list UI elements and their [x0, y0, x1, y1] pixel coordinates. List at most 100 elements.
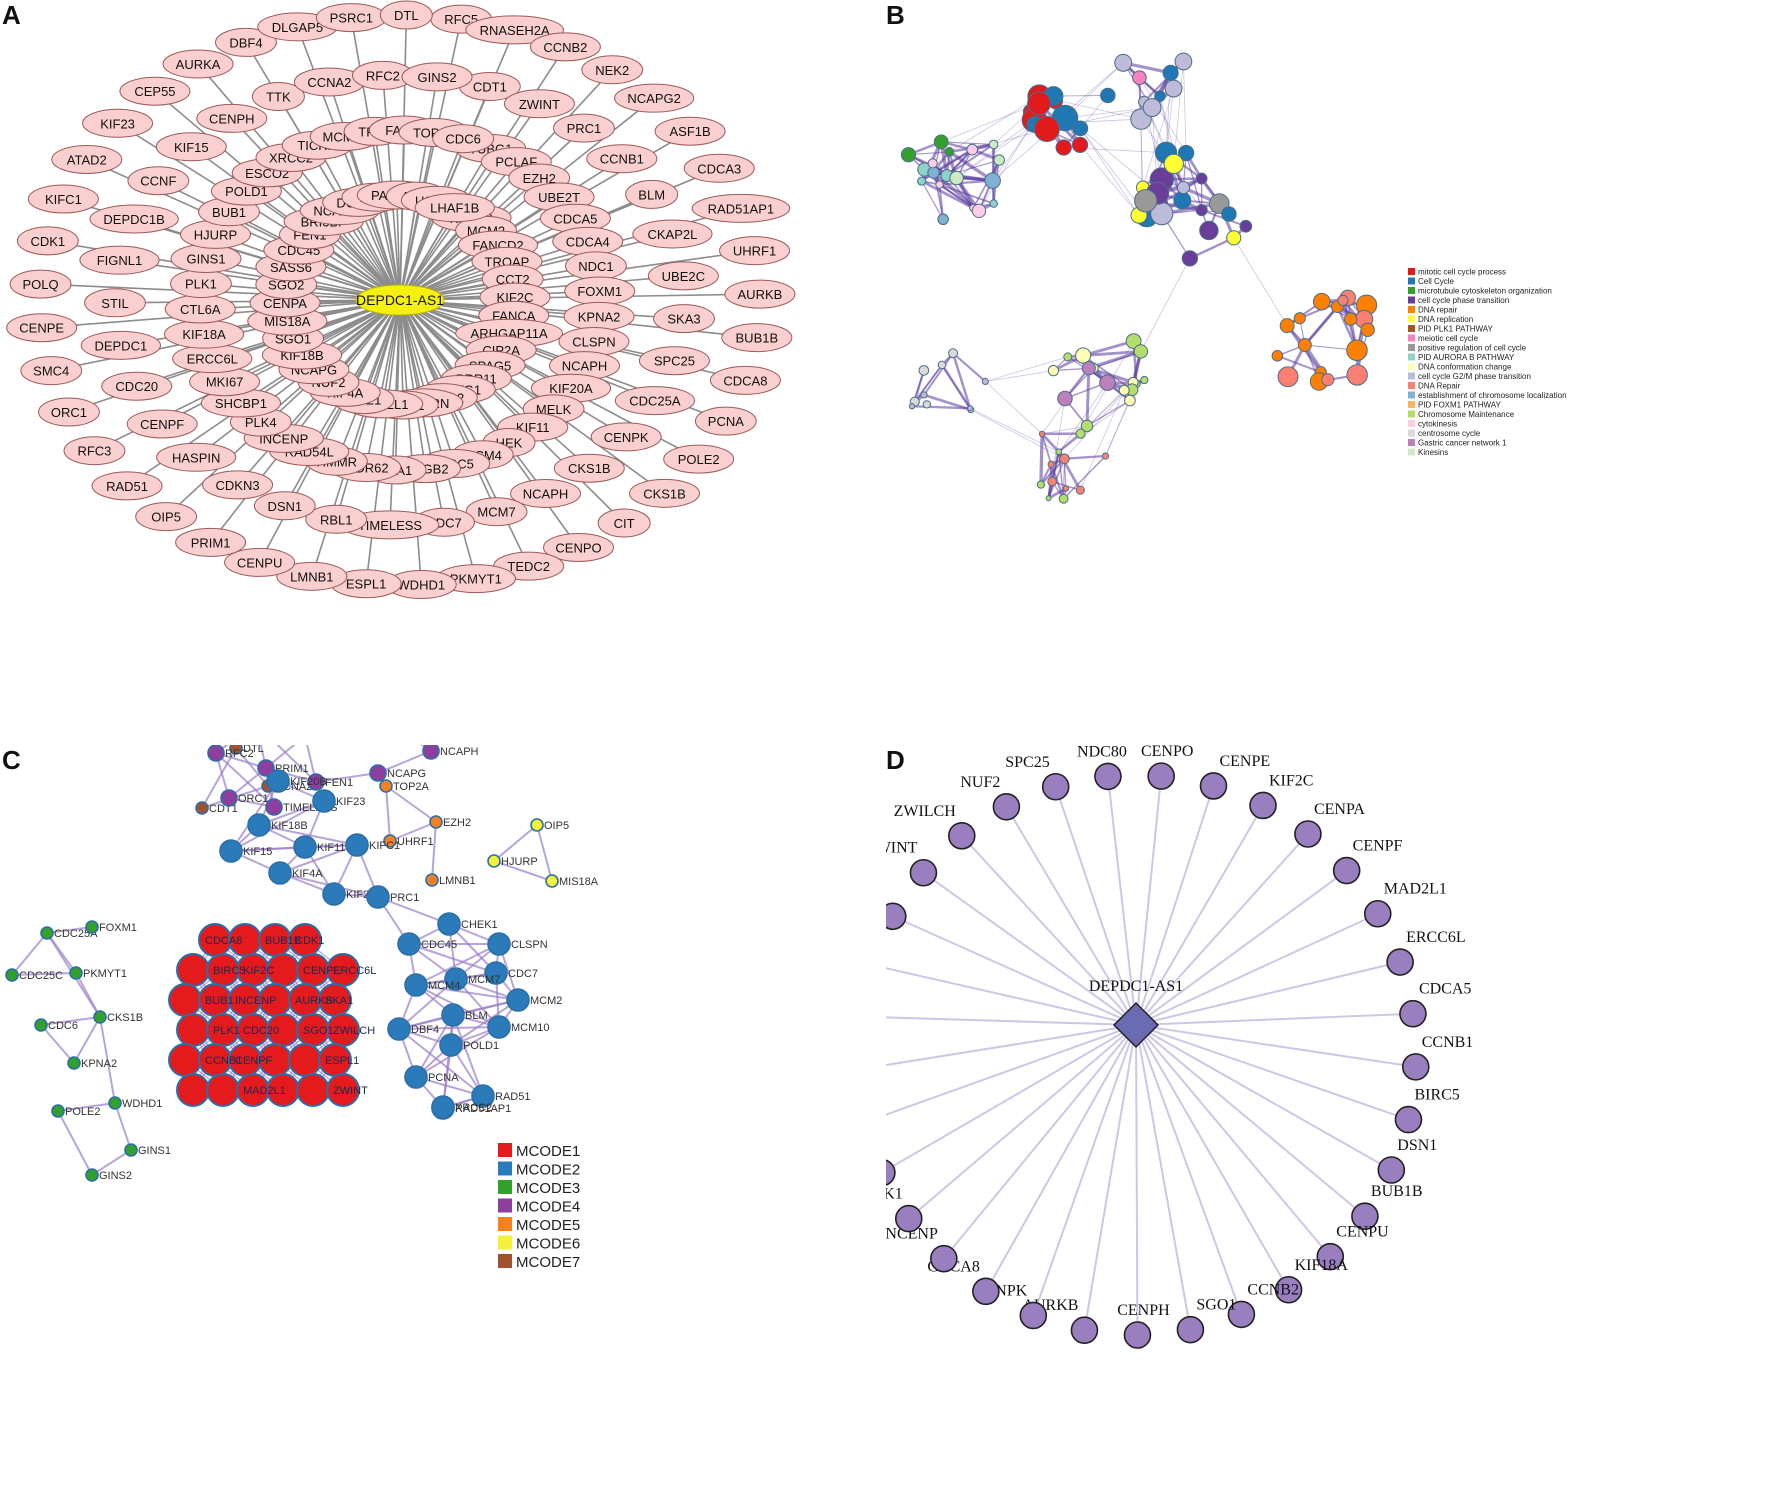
svg-text:NCAPH: NCAPH — [523, 486, 569, 501]
node-d-spc25: SPC25 — [1005, 754, 1070, 801]
svg-text:KIF2C: KIF2C — [1269, 772, 1313, 789]
svg-text:RBL1: RBL1 — [320, 512, 353, 527]
svg-text:CLSPN: CLSPN — [572, 334, 615, 349]
node-b — [967, 405, 974, 412]
edge-c — [315, 772, 379, 783]
edge-b — [1139, 77, 1144, 188]
node-a-espl1: ESPL1 — [330, 569, 402, 599]
edge-c — [215, 752, 275, 808]
node-c-kif2: KIF2 — [322, 882, 369, 906]
svg-text:centrosome cycle: centrosome cycle — [1418, 429, 1481, 438]
edge-c — [536, 824, 553, 882]
svg-text:meiotic cell cycle: meiotic cell cycle — [1418, 334, 1479, 343]
edge-d-mad2l1 — [1135, 912, 1379, 1026]
svg-text:establishment of chromosome lo: establishment of chromosome localization — [1418, 391, 1567, 400]
node-b — [1057, 390, 1073, 407]
node-d-mad2l1: MAD2L1 — [1363, 881, 1447, 928]
svg-text:CDCA5: CDCA5 — [1419, 981, 1471, 998]
label-c-cdk1: CDK1 — [295, 935, 324, 947]
node-d-kif18a: KIF18A — [1274, 1257, 1348, 1304]
node-b — [1154, 90, 1166, 102]
edge-b — [1079, 144, 1140, 216]
svg-text:MCODE7: MCODE7 — [516, 1254, 580, 1271]
svg-text:KIF18B: KIF18B — [271, 820, 308, 832]
node-d-ndc80: NDC80 — [1077, 745, 1127, 791]
node-a-prc1: PRC1 — [553, 113, 615, 143]
edge-d-cenph — [1135, 1024, 1139, 1336]
svg-text:RAD51: RAD51 — [495, 1091, 530, 1103]
label-c-sgo1: SGO1 — [303, 1025, 334, 1037]
node-a-cdc25a: CDC25A — [614, 386, 696, 416]
node-a-cdc6: CDC6 — [432, 124, 495, 154]
svg-text:KPNA2: KPNA2 — [81, 1058, 117, 1070]
node-b — [1114, 53, 1133, 72]
node-b — [1071, 136, 1089, 153]
node-a-foxm1: FOXM1 — [564, 276, 636, 306]
svg-text:PID PLK1 PATHWAY: PID PLK1 PATHWAY — [1418, 325, 1493, 334]
node-a-dsn1: DSN1 — [253, 491, 316, 521]
panel-d: D CENPO CENPE KIF2C CENPA CENPF MAD2L1 ERCC6L C… — [886, 745, 1772, 1489]
node-d-zwilch: ZWILCH — [894, 803, 976, 850]
svg-text:CCNB1: CCNB1 — [1422, 1034, 1474, 1051]
edge-c — [431, 821, 437, 881]
node-a-nek2: NEK2 — [581, 55, 644, 85]
svg-text:CDC7: CDC7 — [508, 968, 538, 980]
svg-text:Kinesins: Kinesins — [1418, 448, 1448, 457]
node-a-rfc2: RFC2 — [352, 60, 414, 90]
node-a-blm: BLM — [625, 179, 679, 209]
svg-text:ORC1: ORC1 — [51, 405, 87, 420]
node-b — [918, 365, 930, 376]
svg-text:DEPDC1-AS1: DEPDC1-AS1 — [1089, 978, 1183, 995]
node-c-kif4a: KIF4A — [268, 861, 323, 885]
node-b — [1036, 480, 1046, 489]
edge-c — [40, 1024, 75, 1064]
edge-b — [1233, 237, 1288, 326]
node-a-cenph: CENPH — [196, 103, 268, 133]
node-c-cdc6: CDC6 — [34, 1018, 78, 1032]
node-a-cenpo: CENPO — [543, 532, 615, 562]
node-c-pcna: PCNA — [404, 1065, 459, 1089]
edge-a-ccnb2 — [399, 46, 567, 301]
node-b — [989, 199, 998, 208]
node-a-ube2c: UBE2C — [647, 261, 719, 291]
svg-text:DEPDC1-AS1: DEPDC1-AS1 — [356, 292, 444, 308]
edge-d-kif2c — [1135, 804, 1264, 1026]
node-c-pole2: POLE2 — [51, 1104, 100, 1118]
svg-text:CDKN3: CDKN3 — [216, 478, 260, 493]
svg-text:POLD1: POLD1 — [463, 1040, 499, 1052]
node-a-mki67: MKI67 — [189, 367, 261, 397]
edge-b — [1086, 399, 1131, 427]
node-c-rfc2: RFC2 — [207, 745, 254, 762]
edge-b — [1183, 61, 1187, 154]
edge-d-zwilch — [961, 835, 1137, 1026]
node-c-mcm7: MCM7 — [444, 967, 500, 991]
node-c-xrcc2: XRCC2 — [431, 1095, 492, 1119]
svg-text:RAD51AP1: RAD51AP1 — [708, 201, 774, 216]
svg-text:PID FOXM1 PATHWAY: PID FOXM1 PATHWAY — [1418, 401, 1501, 410]
node-b — [1080, 419, 1094, 433]
edge-a-birc5 — [399, 299, 456, 464]
node-a-center: DEPDC1-AS1 — [355, 284, 445, 316]
svg-text:NDC1: NDC1 — [578, 259, 613, 274]
panel-label-c: C — [2, 745, 21, 775]
edge-a-fanci — [399, 130, 406, 301]
node-a-aurkb: AURKB — [724, 279, 796, 309]
node-a-asf1b: ASF1B — [654, 116, 726, 146]
svg-text:OIP5: OIP5 — [151, 510, 181, 525]
svg-text:MCM7: MCM7 — [468, 974, 500, 986]
node-b — [1195, 172, 1208, 185]
edge-d-ercc6l — [1135, 961, 1401, 1026]
svg-text:DEPDC1: DEPDC1 — [94, 338, 147, 353]
svg-text:POLE2: POLE2 — [65, 1106, 100, 1118]
edge-b — [1050, 463, 1065, 500]
svg-text:CENPE: CENPE — [19, 321, 64, 336]
legend-b-item: meiotic cell cycle — [1408, 334, 1479, 343]
svg-text:ORC1: ORC1 — [238, 793, 269, 805]
svg-text:CENPA: CENPA — [1314, 801, 1365, 818]
node-d-ska1: SKA1 — [886, 883, 907, 931]
node-b — [1033, 116, 1060, 142]
node-b — [1343, 312, 1358, 326]
legend-b-item: microtubule cytoskeleton organization — [1408, 287, 1552, 296]
node-a-ncaph: NCAPH — [510, 478, 582, 508]
